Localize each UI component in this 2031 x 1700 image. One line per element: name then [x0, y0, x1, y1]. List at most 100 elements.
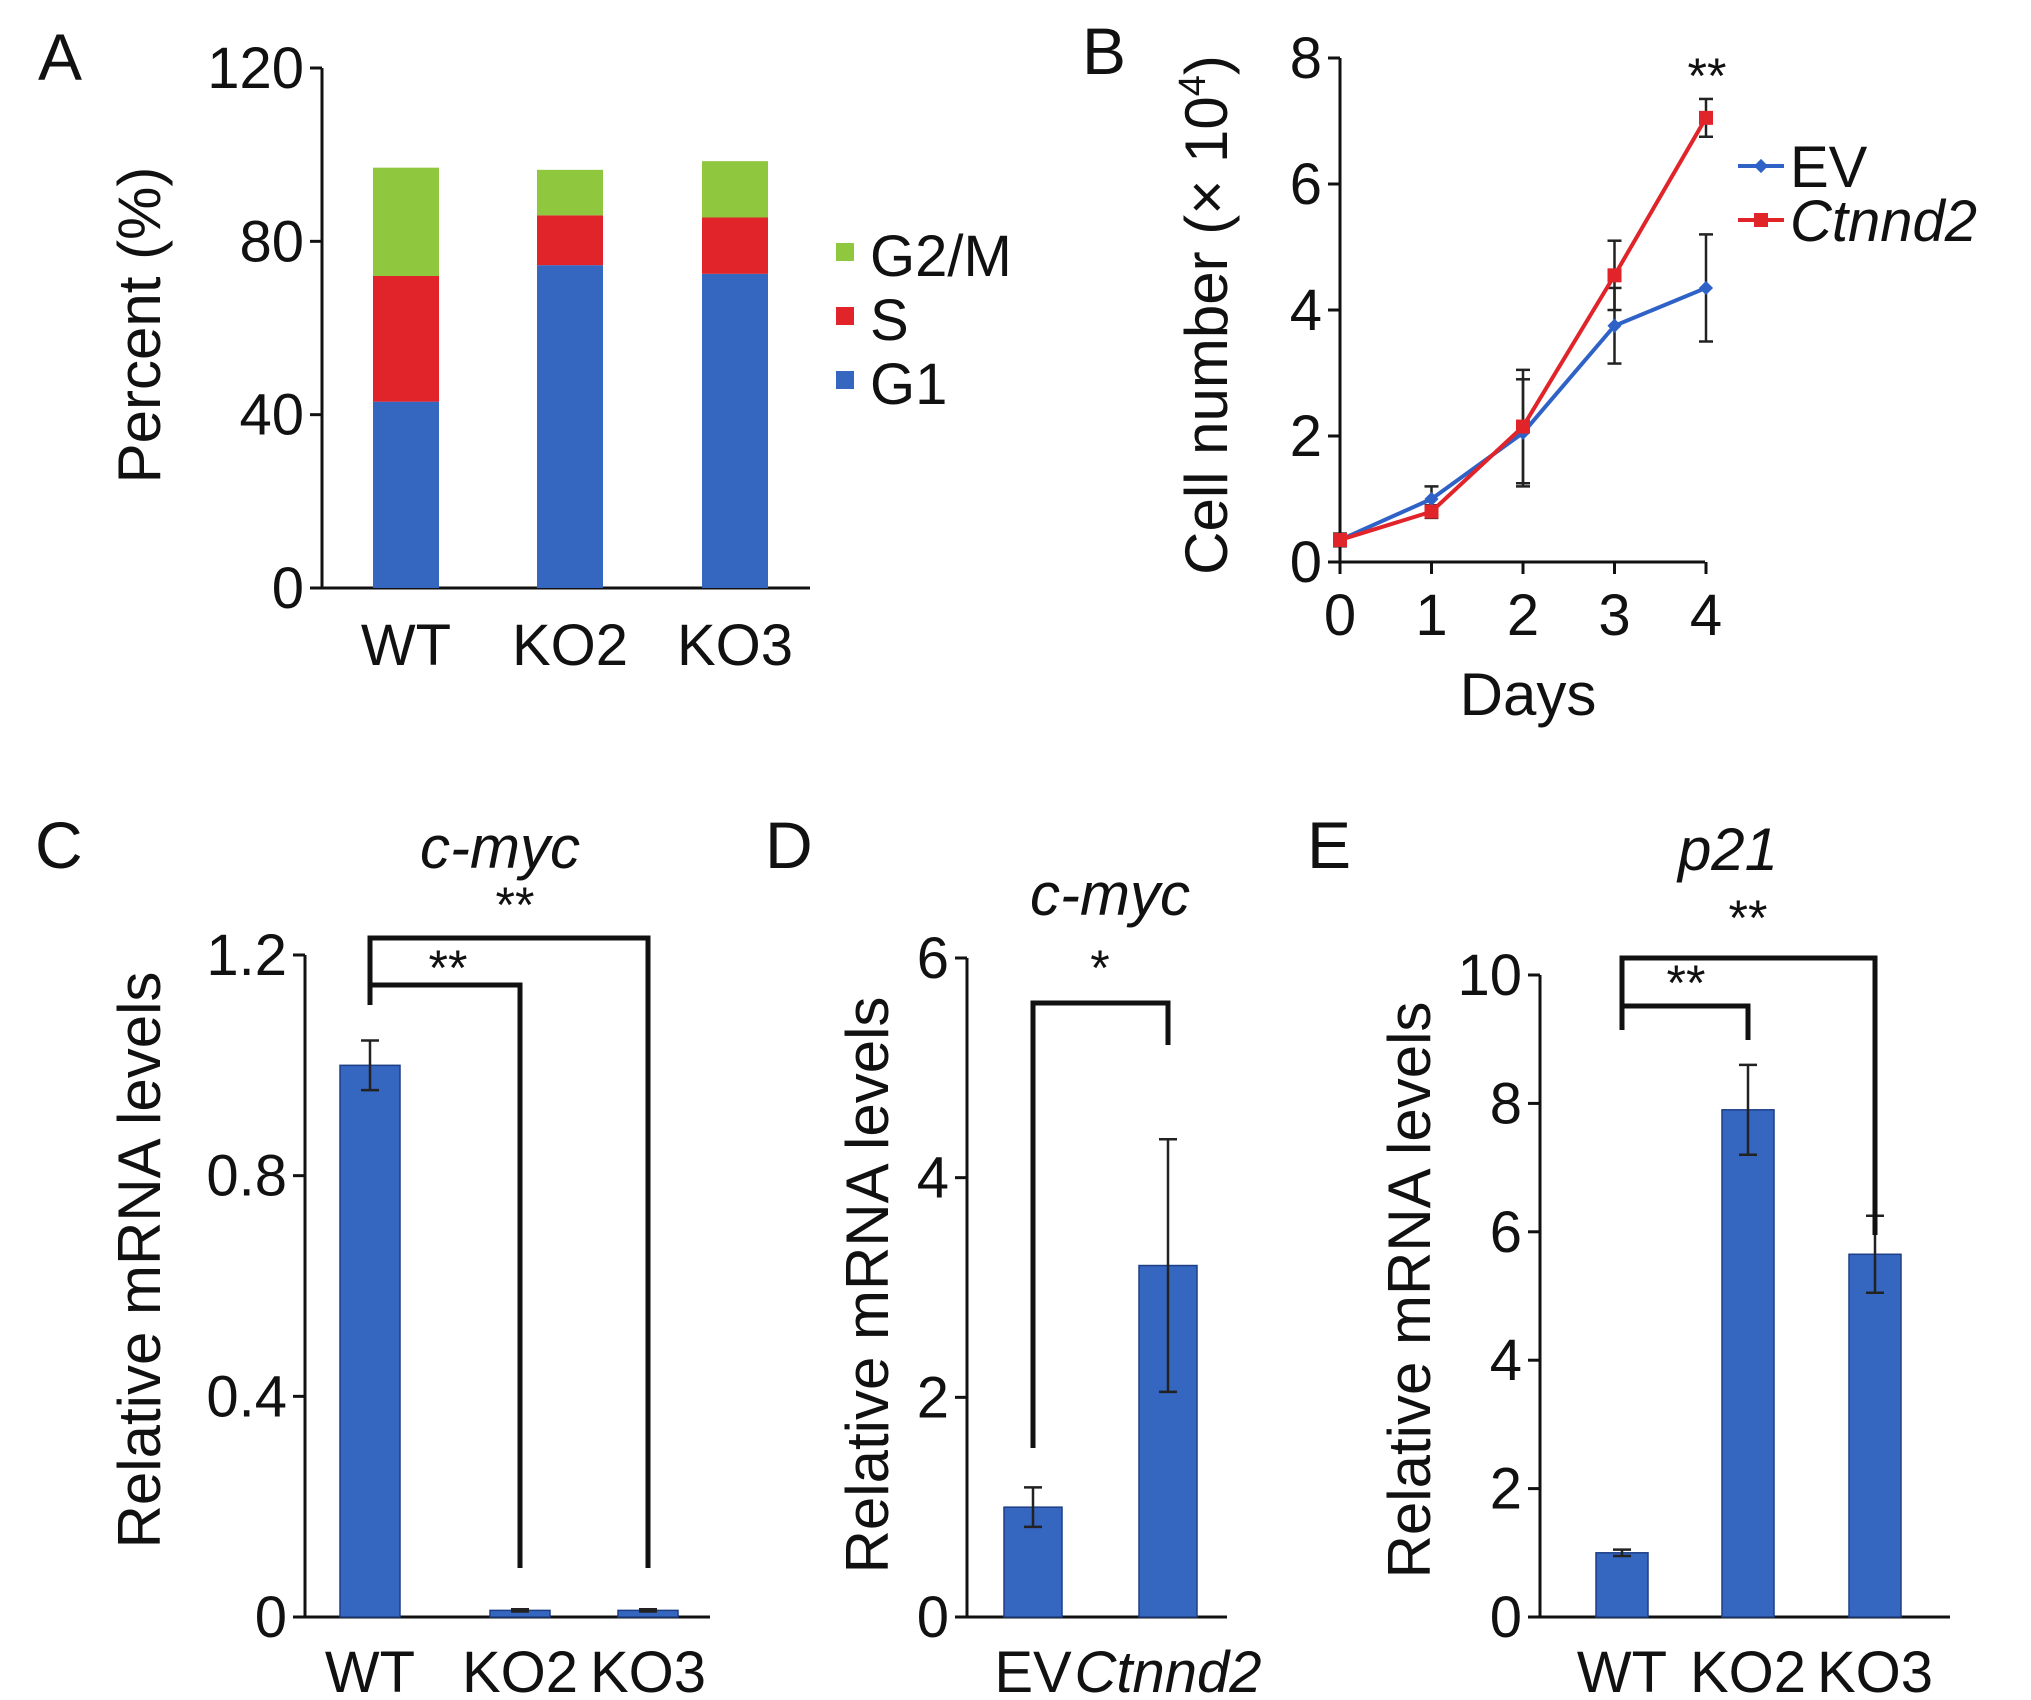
x-tick-label: KO2 — [462, 1640, 578, 1700]
bar-wt — [339, 1064, 401, 1618]
y-tick-label: 2 — [1490, 1457, 1522, 1522]
legend-swatch-s — [836, 307, 854, 325]
y-tick-label: 10 — [1457, 943, 1522, 1008]
y-tick-label: 8 — [1290, 26, 1322, 91]
panel-letter-b: B — [1082, 14, 1126, 88]
panel-letter-c: C — [35, 808, 83, 882]
legend-label: G2/M — [870, 224, 1012, 289]
data-point-ctnnd2 — [1516, 419, 1530, 434]
data-point-ev — [1698, 280, 1714, 296]
bar-g1-ko3 — [702, 273, 768, 588]
bar-g2m-ko2 — [537, 169, 603, 216]
bar-wt — [1595, 1552, 1649, 1618]
bar-ko2 — [1721, 1109, 1775, 1618]
y-axis-label: Percent (%) — [106, 167, 173, 484]
axes-e — [1538, 975, 1950, 1619]
x-tick-label: EV — [994, 1640, 1072, 1700]
data-point-ev — [1424, 491, 1439, 507]
data-point-ctnnd2 — [1424, 504, 1439, 519]
x-tick-label: WT — [1577, 1640, 1667, 1700]
x-axis-label: Days — [1460, 661, 1597, 728]
y-tick-label: 8 — [1490, 1071, 1522, 1136]
x-tick-label: WT — [361, 613, 451, 678]
y-tick-label: 0 — [1290, 530, 1322, 595]
y-tick-label: 6 — [1490, 1200, 1522, 1265]
axes-a — [320, 68, 810, 590]
x-tick-label: KO3 — [1817, 1640, 1933, 1700]
x-tick-label: 3 — [1598, 583, 1630, 648]
bar-ko3 — [1848, 1253, 1902, 1618]
bar-s-ko2 — [537, 215, 603, 266]
y-tick-label: 4 — [1290, 278, 1322, 343]
significance-bracket — [367, 935, 651, 1568]
y-tick-label: 2 — [1290, 404, 1322, 469]
y-tick-label: 4 — [1490, 1328, 1522, 1393]
x-tick-label: KO3 — [677, 613, 793, 678]
legend-label: EV — [1790, 135, 1868, 200]
bar-s-wt — [373, 276, 439, 402]
panel-e: E p21 Relative mRNA levels 0 2 4 6 8 10 WT KO2… — [1307, 808, 1950, 1700]
panel-letter-a: A — [38, 20, 82, 94]
chart-title-c: c-myc — [420, 814, 580, 881]
x-tick-label: 0 — [1324, 583, 1356, 648]
y-label-times: × — [1173, 180, 1240, 215]
bar-g2m-wt — [373, 167, 439, 276]
x-tick-label: 4 — [1690, 583, 1722, 648]
significance-bracket — [1619, 955, 1878, 1235]
legend-label: Ctnnd2 — [1790, 189, 1977, 254]
y-label-base: 10 — [1173, 96, 1240, 179]
x-tick-label: KO2 — [512, 613, 628, 678]
y-tick-label: 0 — [917, 1585, 949, 1650]
y-tick-label: 80 — [239, 209, 304, 274]
legend-swatch-g1 — [836, 371, 854, 389]
y-tick-label: 0.8 — [206, 1144, 287, 1209]
legend-marker-ev — [1753, 158, 1769, 174]
y-tick-label: 6 — [917, 926, 949, 991]
y-tick-label: 4 — [917, 1146, 949, 1211]
significance-label: ** — [496, 877, 535, 933]
significance-label: ** — [1688, 48, 1727, 104]
bar-s-ko3 — [702, 217, 768, 274]
axes-b — [1338, 58, 1705, 564]
y-axis-label-e: Relative mRNA levels — [1376, 1002, 1443, 1579]
data-point-ev — [1607, 318, 1622, 333]
y-tick-label: 0.4 — [206, 1364, 287, 1429]
y-tick-label: 1.2 — [206, 923, 287, 988]
data-point-ctnnd2 — [1607, 268, 1622, 283]
data-point-ctnnd2 — [1699, 110, 1713, 125]
y-label-suffix: ) — [1173, 55, 1240, 75]
significance-bracket — [1619, 1003, 1751, 1040]
y-axis-label-d: Relative mRNA levels — [834, 997, 901, 1574]
legend-marker-ctnnd2 — [1754, 213, 1768, 227]
x-tick-label: 2 — [1507, 583, 1539, 648]
bar-g1-wt — [373, 401, 439, 588]
panel-d: D c-myc Relative mRNA levels 0 2 4 6 EV Ctnn… — [765, 808, 1262, 1700]
bar-g2m-ko3 — [702, 161, 768, 218]
y-tick-label: 6 — [1290, 152, 1322, 217]
x-tick-label: KO3 — [590, 1640, 706, 1700]
legend-swatch-g2m — [836, 243, 854, 261]
x-tick-label: Ctnnd2 — [1074, 1640, 1261, 1700]
y-label-exp: 4 — [1172, 75, 1214, 96]
y-label-prefix: Cell number ( — [1173, 215, 1240, 575]
x-tick-label: WT — [325, 1640, 415, 1700]
chart-title-d: c-myc — [1030, 861, 1190, 928]
y-tick-label: 0 — [1490, 1585, 1522, 1650]
x-tick-label: KO2 — [1690, 1640, 1806, 1700]
y-tick-label: 0 — [255, 1585, 287, 1650]
panel-letter-e: E — [1307, 808, 1351, 882]
y-tick-label: 0 — [272, 556, 304, 621]
y-axis-label-b: Cell number (× 104) — [1172, 55, 1240, 575]
significance-label: * — [1090, 940, 1109, 996]
y-tick-label: 40 — [239, 383, 304, 448]
legend-label: S — [870, 288, 909, 353]
significance-label: ** — [1667, 955, 1706, 1011]
panel-letter-d: D — [765, 808, 813, 882]
x-tick-label: 1 — [1415, 583, 1447, 648]
legend-label: G1 — [870, 352, 947, 417]
bar-g1-ko2 — [537, 265, 603, 588]
panel-c: C c-myc Relative mRNA levels 00.40.81.2 … — [35, 808, 710, 1700]
